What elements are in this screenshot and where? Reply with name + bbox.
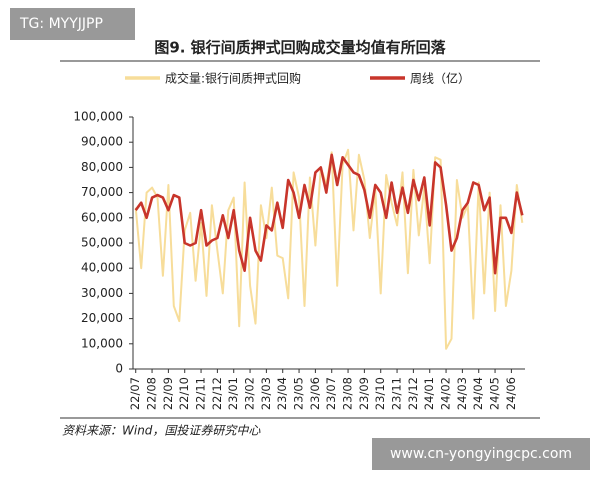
x-tick-label: 22/12	[210, 377, 224, 410]
x-tick-label: 23/11	[390, 377, 404, 410]
watermark-box	[372, 438, 590, 470]
x-tick-label: 23/12	[406, 377, 420, 410]
x-tick-label: 23/02	[243, 377, 257, 410]
x-tick-label: 23/08	[341, 377, 355, 410]
x-tick-label: 23/07	[324, 377, 338, 410]
x-tick-label: 23/09	[357, 377, 371, 410]
y-tick-label: 70,000	[81, 185, 123, 199]
x-tick-label: 24/02	[439, 377, 453, 410]
x-tick-label: 24/04	[471, 377, 485, 410]
y-tick-label: 100,000	[73, 110, 123, 124]
y-tick-label: 80,000	[81, 160, 123, 174]
watermark: TG: MYYJJPP	[19, 16, 103, 32]
x-tick-label: 24/05	[488, 377, 502, 410]
x-tick-label: 24/06	[504, 377, 518, 410]
legend-label: 成交量:银行间质押式回购	[165, 71, 301, 86]
x-tick-label: 22/07	[128, 377, 142, 410]
x-tick-label: 23/10	[373, 377, 387, 410]
x-tick-label: 23/06	[308, 377, 322, 410]
x-tick-label: 22/09	[161, 377, 175, 410]
y-tick-label: 60,000	[81, 210, 123, 224]
x-tick-label: 23/03	[259, 377, 273, 410]
source: 资料来源：Wind，国投证券研究中心	[62, 424, 261, 438]
y-tick-label: 10,000	[81, 336, 123, 350]
y-tick-label: 0	[115, 362, 123, 376]
y-tick-label: 20,000	[81, 311, 123, 325]
x-tick-label: 22/08	[145, 377, 159, 410]
x-tick-label: 24/01	[422, 377, 436, 410]
x-tick-label: 22/10	[177, 377, 191, 410]
x-tick-label: 23/01	[226, 377, 240, 410]
x-tick-label: 24/03	[455, 377, 469, 410]
watermark-box	[10, 8, 135, 40]
y-tick-label: 40,000	[81, 261, 123, 275]
x-tick-label: 23/04	[275, 377, 289, 410]
series-line	[134, 153, 524, 275]
y-tick-label: 90,000	[81, 135, 123, 149]
x-tick-label: 23/05	[292, 377, 306, 410]
y-tick-label: 50,000	[81, 236, 123, 250]
legend-label: 周线（亿）	[410, 71, 470, 86]
y-tick-label: 30,000	[81, 286, 123, 300]
x-tick-label: 22/11	[194, 377, 208, 410]
chart-title: 图9. 银行间质押式回购成交量均值有所回落	[154, 39, 446, 57]
watermark: www.cn-yongyingcpc.com	[390, 446, 572, 462]
